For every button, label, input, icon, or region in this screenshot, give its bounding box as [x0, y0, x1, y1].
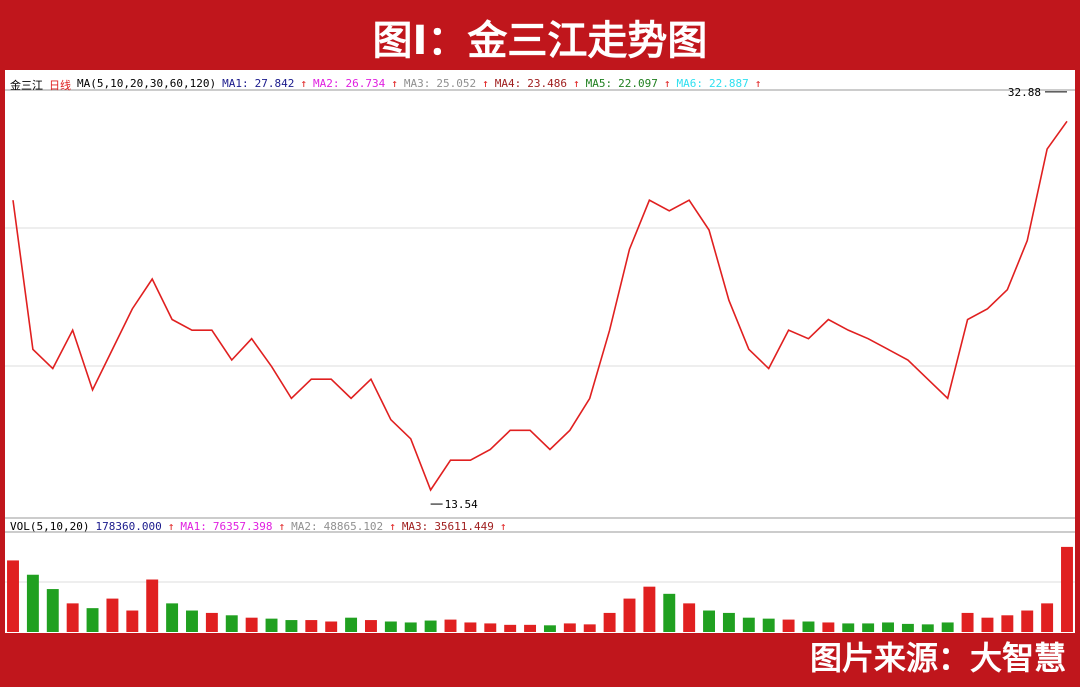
ma-value: 26.734: [345, 77, 386, 90]
volume-bar: [543, 625, 556, 632]
volume-bar: [703, 610, 716, 632]
page-title: 图I：金三江走势图: [372, 18, 708, 64]
volume-bar: [464, 622, 477, 632]
ma-value: 22.097: [618, 77, 658, 90]
volume-bar: [603, 612, 616, 632]
ma-label: MA(5,10,20,30,60,120): [77, 77, 217, 90]
volume-bar: [842, 623, 855, 632]
volume-bar: [285, 620, 298, 632]
high-label: 32.88: [1008, 86, 1041, 99]
arrow: ↑: [754, 77, 762, 90]
volume-bar: [683, 603, 696, 632]
volume-bar: [106, 598, 119, 632]
volume-bar: [563, 623, 576, 632]
arrow: ↑: [389, 520, 396, 533]
ma-name: MA3:: [403, 77, 431, 90]
volume-bar: [345, 617, 358, 632]
volume-bar: [384, 621, 397, 632]
arrow: ↑: [499, 520, 507, 533]
volume-bar: [46, 589, 59, 632]
volume-bar: [722, 612, 735, 632]
volume-bar: [941, 622, 954, 632]
volume-bar: [305, 620, 318, 632]
volume-bar: [901, 623, 914, 632]
volume-bar: [1001, 615, 1014, 632]
volume-bar: [126, 610, 139, 632]
volume-bar: [782, 619, 795, 632]
volume-bar: [66, 603, 79, 632]
volume-bar: [762, 618, 775, 632]
vol-ma-value: 48865.102: [323, 520, 384, 533]
volume-bar: [921, 624, 934, 632]
ma-name: MA2:: [312, 77, 340, 90]
volume-bar: [742, 617, 755, 632]
volume-bar: [862, 623, 875, 632]
arrow: ↑: [278, 520, 286, 533]
volume-bar: [146, 579, 159, 632]
ma-value: 27.842: [254, 77, 295, 90]
volume-bar: [205, 612, 218, 632]
ma-name: MA1:: [222, 77, 249, 90]
volume-bar: [364, 620, 377, 632]
volume-bar: [822, 622, 835, 632]
volume-bar: [325, 621, 338, 632]
volume-bar: [643, 586, 656, 632]
volume-bar: [186, 610, 198, 632]
source: 图片来源：大智慧: [809, 639, 1066, 677]
volume-bar: [26, 574, 39, 632]
volume-bar: [444, 619, 457, 632]
volume-bar: [802, 621, 815, 632]
arrow: ↑: [572, 77, 580, 90]
ma-name: MA6:: [676, 77, 703, 90]
volume-bar: [981, 617, 994, 632]
volume-bar: [663, 593, 676, 632]
chart: 32.88 13.54: [5, 70, 1075, 633]
volume-bar: [225, 615, 238, 632]
ma-value: 23.486: [527, 77, 567, 90]
arrow: ↑: [300, 77, 307, 90]
vol-ma-name: MA2:: [291, 520, 318, 533]
volume-bar: [882, 622, 894, 632]
vol-ma-name: MA3:: [401, 520, 429, 533]
period: 日线: [49, 79, 71, 92]
arrow: ↑: [663, 77, 671, 90]
volume-bar: [404, 622, 417, 632]
volume-bar: [86, 608, 99, 632]
low-label: 13.54: [445, 498, 478, 511]
stock-name: 金三江: [10, 79, 43, 92]
volume-bar: [504, 624, 517, 632]
price-legend: 金三江 日线 MA(5,10,20,30,60,120) MA1: 27.842 ↑ MA2…: [10, 77, 761, 93]
volume-bar: [1061, 546, 1073, 632]
volume-bar: [424, 620, 437, 632]
volume-bar: [524, 624, 537, 632]
vol-current: 178360.000: [95, 520, 162, 533]
volume-bar: [245, 617, 258, 632]
ma-value: 25.052: [436, 77, 477, 90]
volume-bar: [623, 598, 636, 632]
volume-legend: VOL(5,10,20) 178360.000 ↑ MA1: 76357.398 ↑ MA2…: [10, 520, 507, 533]
arrow: ↑: [482, 77, 489, 90]
vol-ma-value: 76357.398: [212, 520, 273, 533]
arrow: ↑: [391, 77, 398, 90]
volume-bar: [484, 623, 497, 632]
vol-ma-value: 35611.449: [434, 520, 494, 533]
ma-name: MA4:: [494, 77, 522, 90]
vol-label: VOL(5,10,20): [10, 520, 90, 533]
vol-ma-name: MA1:: [180, 520, 207, 533]
volume-bar: [961, 612, 974, 632]
volume-bar: [1041, 603, 1054, 632]
volume-bar: [166, 603, 179, 632]
ma-value: 22.887: [708, 77, 749, 90]
volume-bar: [1021, 610, 1034, 632]
chart-bg: [5, 70, 1075, 633]
price-line: [12, 120, 1068, 492]
volume-bar: [583, 624, 596, 632]
ma-name: MA5:: [585, 77, 613, 90]
arrow: ↑: [167, 520, 175, 533]
volume-bar: [7, 560, 19, 632]
volume-bar: [265, 618, 278, 632]
